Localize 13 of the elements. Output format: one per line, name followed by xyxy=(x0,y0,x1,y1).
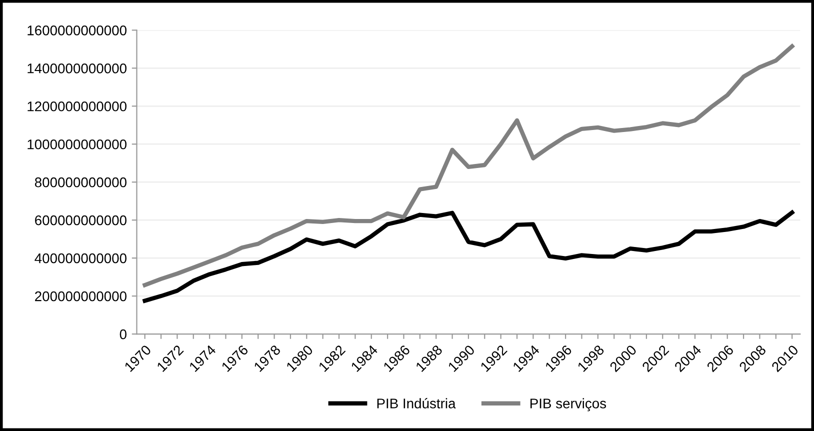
y-tick-label: 1000000000000 xyxy=(28,139,126,150)
y-tick-label: 600000000000 xyxy=(35,215,126,226)
y-tick-label: 0 xyxy=(120,329,126,340)
y-tick-label: 1600000000000 xyxy=(28,26,126,36)
y-tick-label: 400000000000 xyxy=(34,253,126,264)
legend-label: PIB serviços xyxy=(530,398,606,412)
line-series xyxy=(142,44,794,288)
y-tick-label: 1400000000000 xyxy=(28,63,126,74)
y-tick-label: 200000000000 xyxy=(35,291,126,302)
y-tick-label: 800000000000 xyxy=(34,177,126,188)
y-tick-label: 1200000000000 xyxy=(28,101,126,112)
line-series xyxy=(142,210,794,303)
legend-label: PIB Indústria xyxy=(377,398,456,408)
